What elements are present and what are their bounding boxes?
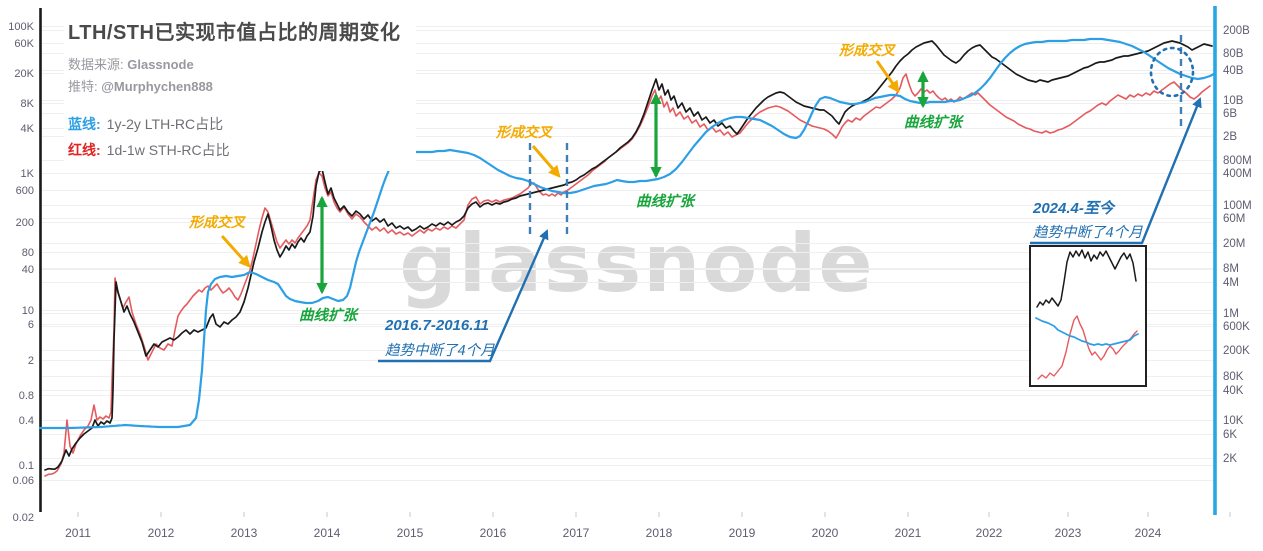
x-axis-year-label: 2022 bbox=[976, 526, 1003, 540]
x-axis-year-label: 2013 bbox=[231, 526, 258, 540]
watermark-text: glassnode bbox=[399, 217, 874, 310]
dotted-highlight-circle bbox=[1149, 46, 1195, 98]
left-axis-tick-label: 80 bbox=[22, 247, 34, 259]
left-axis-tick-label: 60K bbox=[14, 38, 34, 50]
callout-subtitle: 趋势中断了4个月 bbox=[1033, 224, 1143, 241]
right-axis-tick-label: 6B bbox=[1223, 108, 1237, 120]
twitter-handle: @Murphychen888 bbox=[101, 79, 213, 94]
callout-arrow bbox=[378, 229, 549, 363]
left-axis-tick-label: 0.02 bbox=[13, 512, 34, 524]
x-axis-year-label: 2016 bbox=[480, 526, 507, 540]
right-axis-tick-label: 600K bbox=[1223, 321, 1250, 333]
left-axis-tick-label: 2 bbox=[28, 355, 34, 367]
legend-red-text: 1d-1w STH-RC占比 bbox=[106, 142, 230, 158]
left-axis-tick-label: 0.4 bbox=[19, 415, 34, 427]
right-axis-tick-label: 4M bbox=[1223, 277, 1239, 289]
right-axis-tick-label: 80B bbox=[1223, 48, 1244, 60]
inset-chart bbox=[1029, 245, 1147, 387]
left-axis-tick-label: 200 bbox=[16, 217, 34, 229]
left-axis-tick-label: 40 bbox=[22, 264, 34, 276]
twitter-label: 推特: bbox=[68, 79, 98, 94]
left-axis-tick-label: 20K bbox=[14, 68, 34, 80]
right-axis-tick-label: 100M bbox=[1223, 200, 1252, 212]
right-axis-tick-label: 1M bbox=[1223, 308, 1239, 320]
right-axis-tick-label: 2K bbox=[1223, 453, 1237, 465]
right-axis-tick-label: 80K bbox=[1223, 371, 1244, 383]
left-axis-tick-label: 600 bbox=[16, 185, 34, 197]
callout-arrow bbox=[1030, 97, 1202, 245]
source-label: 数据来源: bbox=[68, 57, 124, 72]
left-axis-tick-label: 0.1 bbox=[19, 460, 34, 472]
chart-header: LTH/STH已实现市值占比的周期变化 数据来源: Glassnode 推特: … bbox=[64, 12, 417, 171]
x-axis-year-label: 2015 bbox=[397, 526, 424, 540]
legend-blue-text: 1y-2y LTH-RC占比 bbox=[106, 116, 224, 132]
callout-title: 2016.7-2016.11 bbox=[384, 317, 489, 334]
twitter-line: 推特: @Murphychen888 bbox=[68, 76, 400, 98]
legend-blue-label: 蓝线: bbox=[68, 116, 101, 132]
cross-annotation-label: 形成交叉 bbox=[188, 214, 247, 230]
x-axis-year-label: 2011 bbox=[65, 526, 91, 540]
page-title: LTH/STH已实现市值占比的周期变化 bbox=[68, 22, 401, 44]
annotation-layer: 形成交叉形成交叉形成交叉曲线扩张曲线扩张曲线扩张2016.7-2016.11趋势… bbox=[188, 35, 1202, 363]
inset-sth-line bbox=[1037, 315, 1138, 380]
legend: 蓝线: 1y-2y LTH-RC占比 红线: 1d-1w STH-RC占比 bbox=[68, 111, 400, 163]
x-axis-year-label: 2018 bbox=[646, 526, 673, 540]
right-axis-tick-label: 8M bbox=[1223, 263, 1239, 275]
right-axis-tick-label: 200B bbox=[1223, 25, 1250, 37]
legend-red-label: 红线: bbox=[68, 142, 101, 158]
right-axis-tick-label: 40K bbox=[1223, 385, 1244, 397]
x-axis-year-label: 2024 bbox=[1135, 526, 1162, 540]
lth-rc-line bbox=[38, 37, 1216, 430]
inset-lth-line bbox=[1035, 317, 1139, 346]
left-axis-tick-label: 4K bbox=[21, 123, 35, 135]
expansion-annotation-label: 曲线扩张 bbox=[636, 193, 696, 210]
right-axis-tick-label: 6K bbox=[1223, 429, 1237, 441]
callout-title: 2024.4-至今 bbox=[1032, 199, 1116, 217]
x-axis-year-label: 2020 bbox=[812, 526, 839, 540]
yellow-cross-arrow bbox=[531, 145, 561, 178]
x-axis-year-label: 2017 bbox=[563, 526, 590, 540]
legend-item-red: 红线: 1d-1w STH-RC占比 bbox=[68, 137, 400, 163]
right-axis-tick-label: 40B bbox=[1223, 65, 1244, 77]
right-axis-tick-label: 800M bbox=[1223, 155, 1252, 167]
legend-item-blue: 蓝线: 1y-2y LTH-RC占比 bbox=[68, 111, 400, 137]
axes-layer: 100K 60K 20K 8K 4K 1K 600 200 80 40 10 6 2 0.8 0.4 0.1 0… bbox=[8, 6, 1252, 540]
watermark-layer: glassnode bbox=[399, 217, 874, 310]
left-axis-tick-label: 6 bbox=[28, 319, 34, 331]
expansion-annotation-label: 曲线扩张 bbox=[904, 114, 964, 131]
right-axis-tick-label: 2B bbox=[1223, 131, 1237, 143]
expansion-annotation-label: 曲线扩张 bbox=[299, 307, 359, 324]
left-axis-tick-label: 10 bbox=[22, 305, 34, 317]
left-axis-tick-label: 0.06 bbox=[13, 475, 34, 487]
left-axis-tick-label: 100K bbox=[8, 21, 34, 33]
left-axis-tick-label: 0.8 bbox=[19, 390, 34, 402]
series-layer bbox=[38, 37, 1216, 477]
right-axis-tick-label: 10B bbox=[1223, 95, 1244, 107]
right-axis-tick-label: 20M bbox=[1223, 238, 1245, 250]
yellow-cross-arrow bbox=[220, 234, 251, 268]
right-axis-tick-label: 10K bbox=[1223, 415, 1244, 427]
left-axis-tick-label: 8K bbox=[21, 98, 35, 110]
yellow-cross-arrow bbox=[875, 60, 900, 93]
right-axis-tick-label: 200K bbox=[1223, 345, 1250, 357]
btc-price-line bbox=[44, 40, 1213, 471]
inset-box bbox=[1029, 245, 1147, 387]
inset-price-line bbox=[1036, 249, 1137, 308]
x-axis-year-label: 2021 bbox=[895, 526, 922, 540]
x-axis-year-label: 2014 bbox=[314, 526, 341, 540]
x-axis-year-label: 2019 bbox=[729, 526, 756, 540]
cross-annotation-label: 形成交叉 bbox=[495, 124, 554, 140]
right-axis-tick-label: 400M bbox=[1223, 168, 1252, 180]
x-axis-year-label: 2023 bbox=[1055, 526, 1082, 540]
source-line: 数据来源: Glassnode bbox=[68, 54, 400, 76]
left-axis-tick-label: 1K bbox=[21, 168, 35, 180]
callout-subtitle: 趋势中断了4个月 bbox=[385, 342, 495, 359]
source-value: Glassnode bbox=[127, 57, 194, 72]
right-axis-tick-label: 60M bbox=[1223, 213, 1245, 225]
x-axis-year-label: 2012 bbox=[148, 526, 175, 540]
cross-annotation-label: 形成交叉 bbox=[838, 42, 897, 58]
